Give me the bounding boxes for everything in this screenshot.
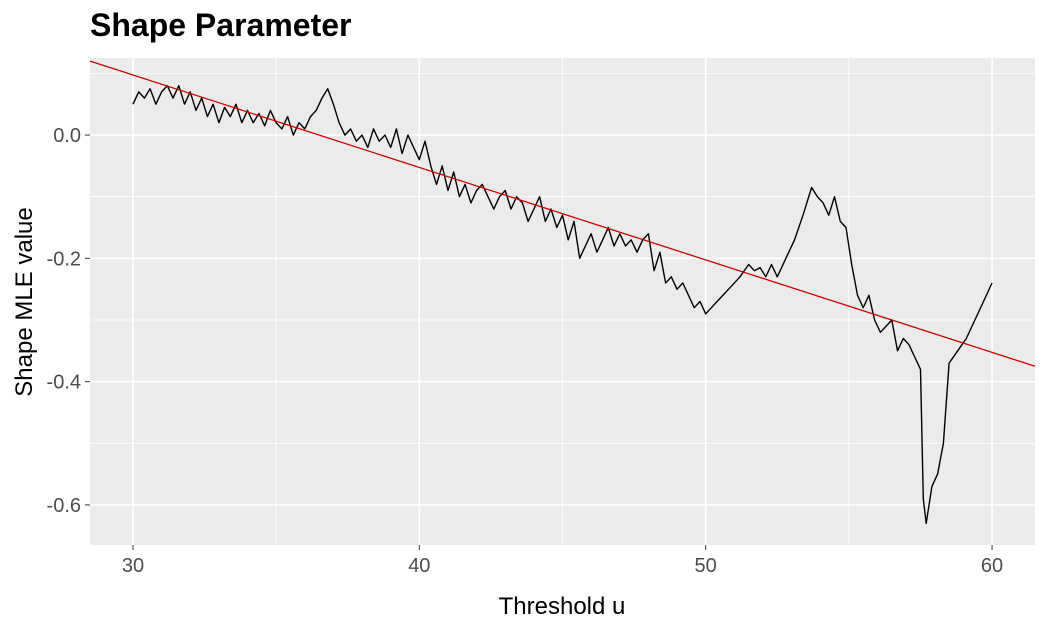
y-axis-ticks: 0.0 -0.2 -0.4 -0.6 bbox=[47, 125, 90, 517]
chart-title: Shape Parameter bbox=[90, 7, 351, 43]
linear-trend-line bbox=[89, 60, 1036, 367]
y-tick-label: 0.0 bbox=[53, 125, 81, 147]
x-tick-label: 30 bbox=[122, 555, 144, 577]
shape-mle-line bbox=[132, 84, 993, 525]
y-axis-title: Shape MLE value bbox=[11, 207, 38, 396]
series-layer bbox=[89, 60, 1036, 525]
x-tick-label: 60 bbox=[981, 555, 1003, 577]
y-tick-label: -0.4 bbox=[47, 372, 81, 394]
x-axis-title: Threshold u bbox=[499, 593, 626, 620]
y-tick-label: -0.6 bbox=[47, 495, 81, 517]
y-tick-label: -0.2 bbox=[47, 248, 81, 270]
x-tick-label: 40 bbox=[408, 555, 430, 577]
minor-gridlines bbox=[90, 58, 1035, 545]
x-axis-ticks: 30 40 50 60 bbox=[122, 545, 1003, 577]
x-tick-label: 50 bbox=[695, 555, 717, 577]
major-gridlines bbox=[90, 58, 1035, 545]
